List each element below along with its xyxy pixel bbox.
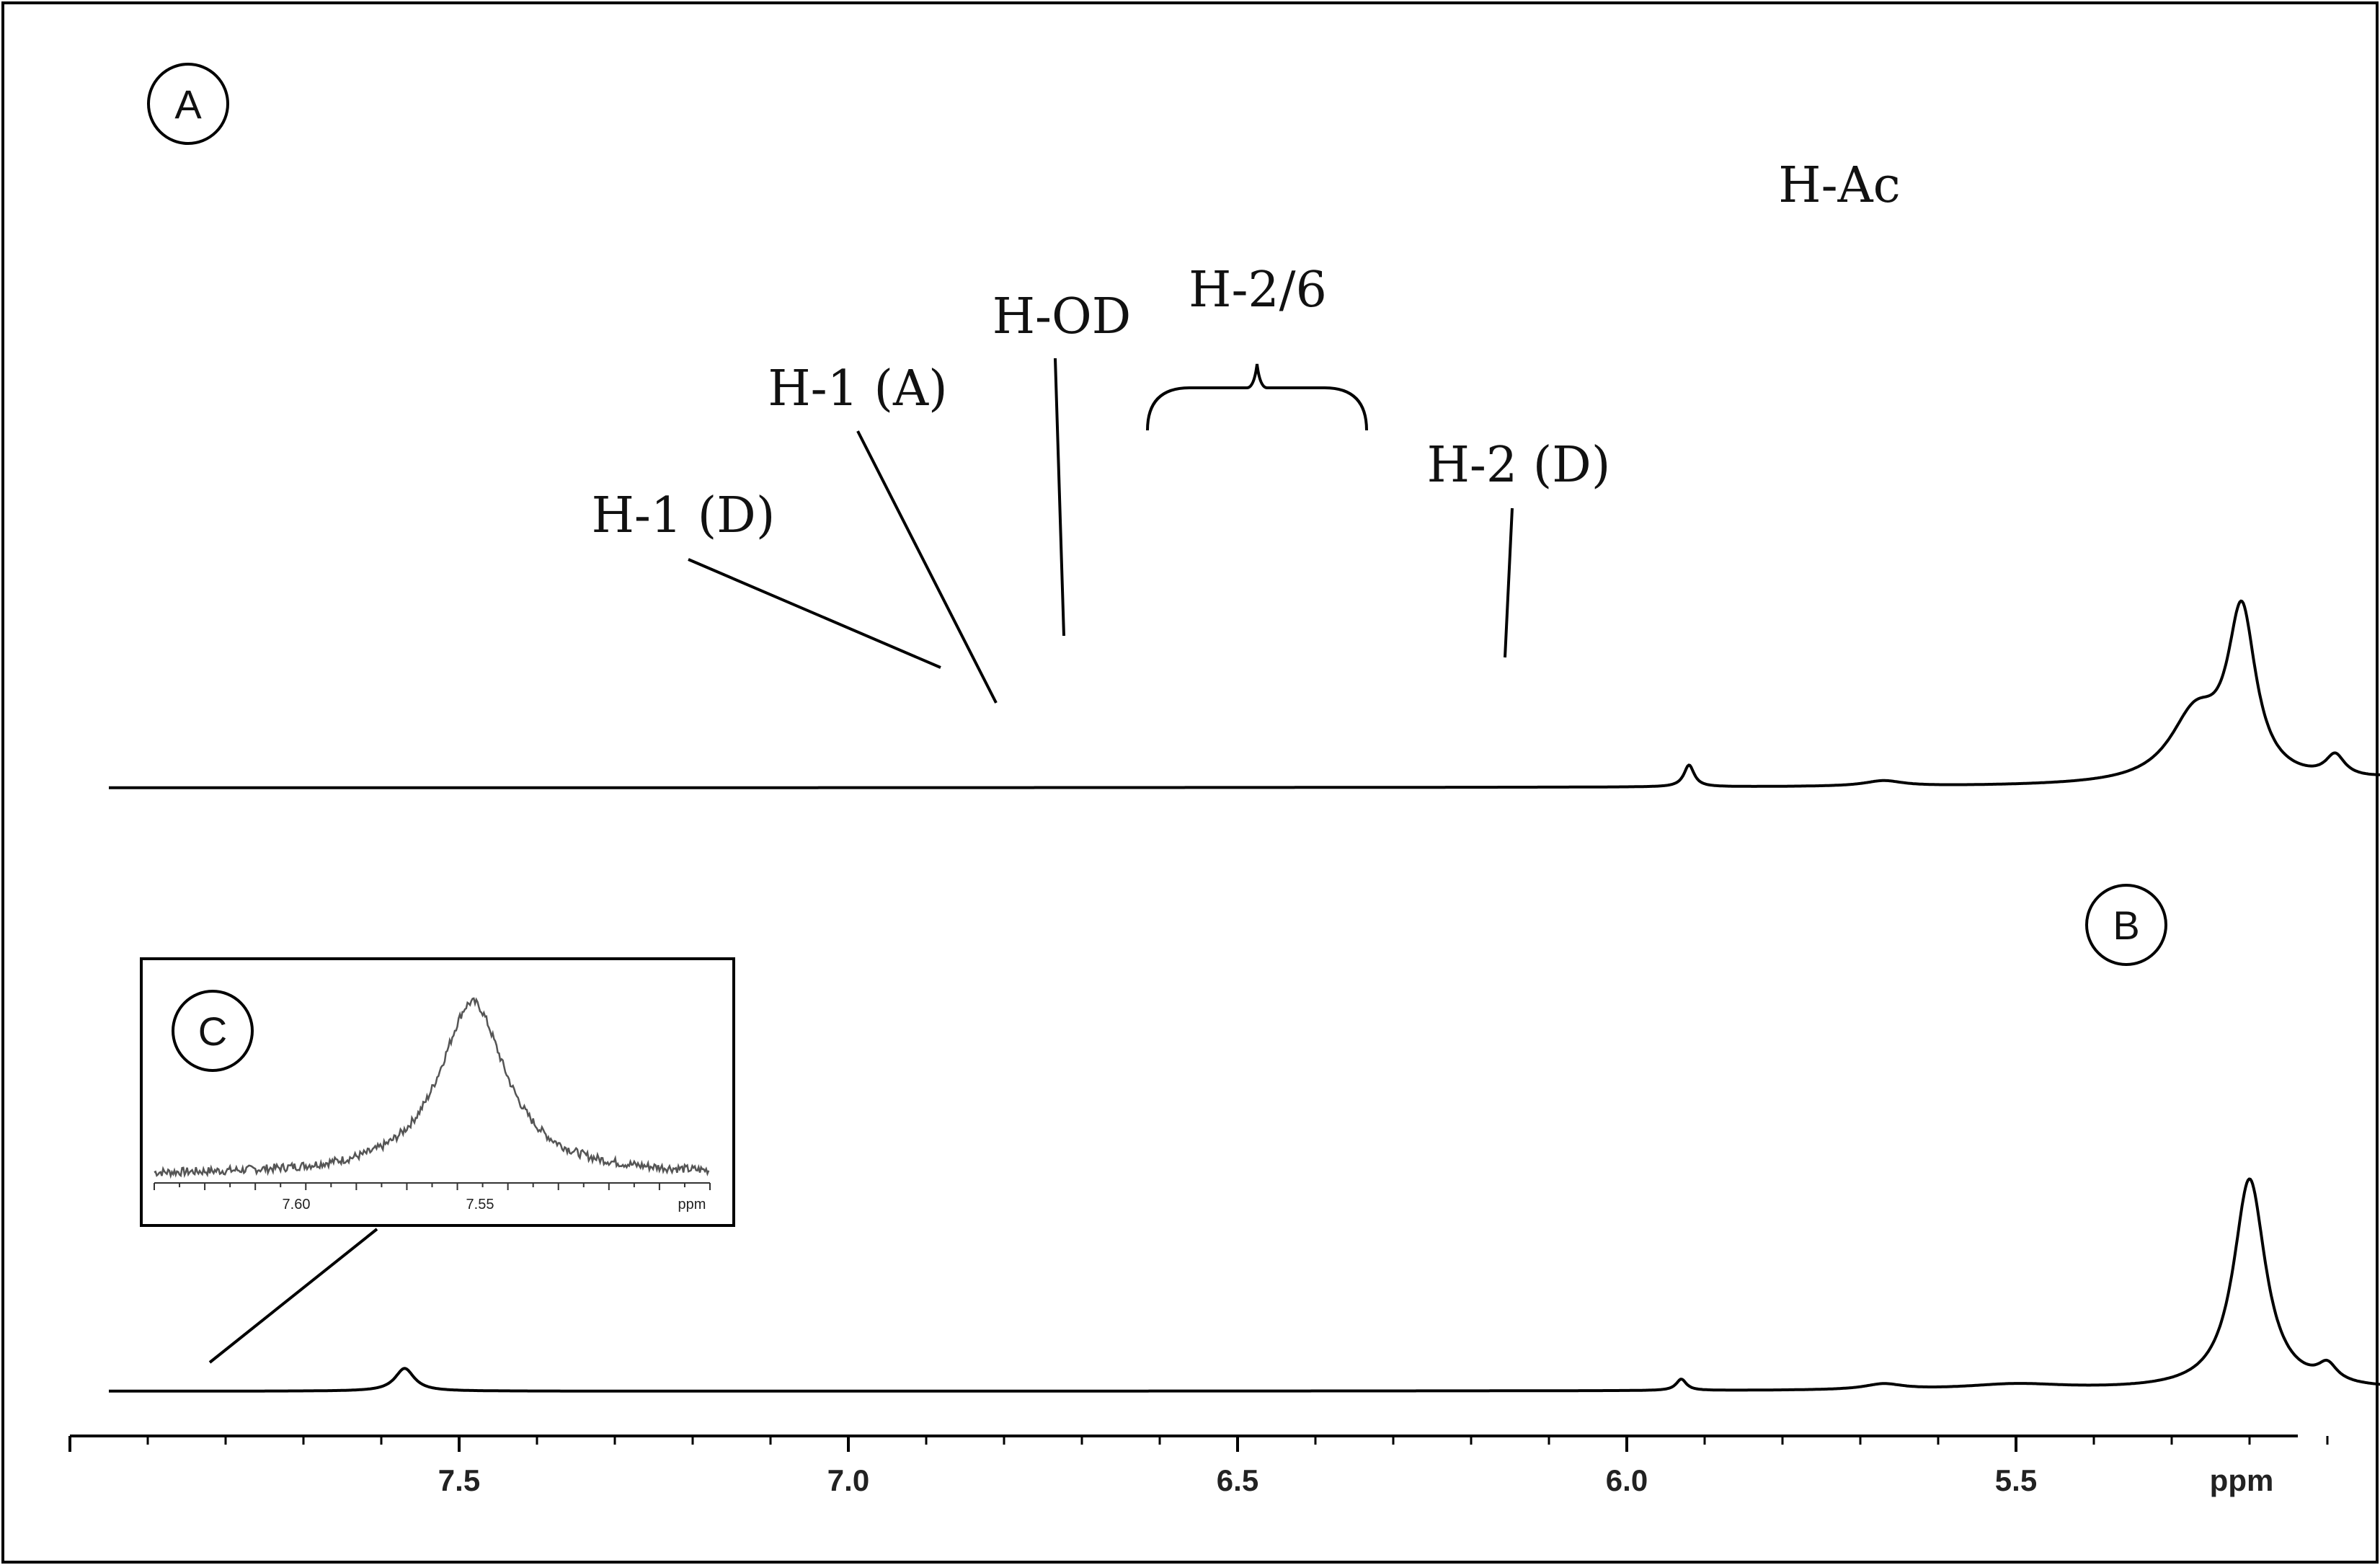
label-h1-a: H-1 (A) — [768, 360, 947, 417]
x-tick-label: 7.5 — [438, 1463, 480, 1497]
panel-a-badge: A — [147, 63, 229, 145]
inset-unit-label: ppm — [678, 1197, 706, 1212]
x-tick-label: 6.0 — [1606, 1463, 1648, 1497]
label-h1-d: H-1 (D) — [592, 487, 776, 544]
leader-h1-d — [688, 558, 941, 669]
inset-ticks — [154, 1183, 711, 1190]
inset-tick-0: 7.60 — [283, 1197, 311, 1212]
panel-b-letter: B — [2113, 903, 2139, 948]
label-h2-d: H-2 (D) — [1427, 437, 1611, 494]
spectrum-panel-a: A H-1 (D) H-1 (A) H-OD H-2/6 H-2 (D) H-A… — [108, 63, 2380, 789]
panel-c-badge: C — [172, 990, 254, 1072]
label-h2-6: H-2/6 — [1189, 262, 1327, 319]
x-tick-label: 7.0 — [827, 1463, 869, 1497]
x-axis-unit-label: ppm — [2210, 1463, 2274, 1497]
panel-c-letter: C — [198, 1008, 227, 1054]
x-tick-label: 5.5 — [1995, 1463, 2037, 1497]
bracket-h2-6 — [1146, 363, 1368, 431]
inset-leader — [208, 1228, 378, 1364]
spectrum-panel-b: B — [108, 884, 2380, 1393]
leader-h1-a — [856, 430, 998, 704]
x-tick-label: 6.5 — [1217, 1463, 1258, 1497]
leader-h2-d — [1504, 507, 1514, 658]
spectrum-trace-b — [108, 1177, 2380, 1393]
inset-trace — [154, 997, 710, 1179]
leader-h-od — [1054, 358, 1065, 637]
x-axis: 7.57.06.56.05.55.04.54.03.53.02.52.0 ppm — [68, 1435, 2329, 1497]
panel-a-letter: A — [174, 81, 202, 127]
x-axis-ticks: 7.57.06.56.05.55.04.54.03.53.02.52.0 — [68, 1436, 2329, 1497]
inset-tick-1: 7.55 — [466, 1197, 494, 1212]
spectrum-trace-a — [108, 599, 2380, 789]
panel-b-badge: B — [2085, 884, 2167, 966]
inset-panel-c: C 7.60 7.55 ppm — [140, 957, 735, 1364]
label-h-od: H-OD — [993, 288, 1132, 345]
label-h-ac: H-Ac — [1778, 157, 1900, 214]
